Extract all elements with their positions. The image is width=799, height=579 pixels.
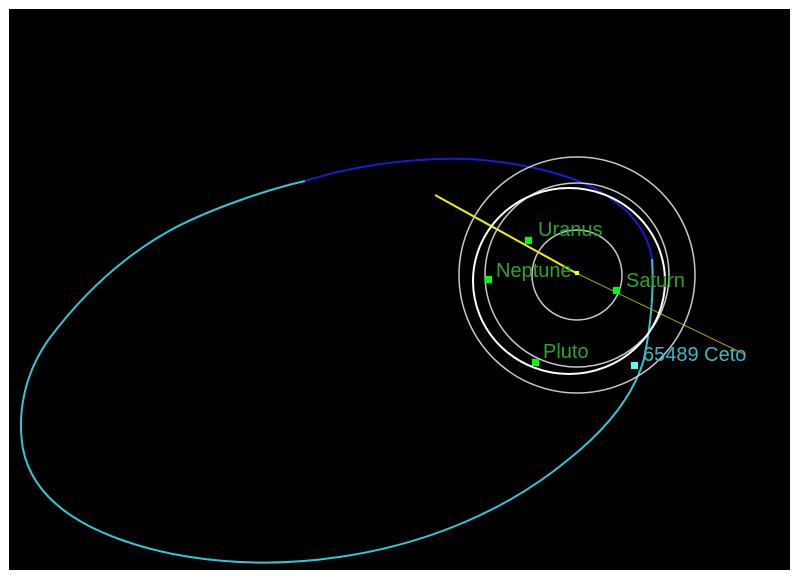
line-of-nodes-near xyxy=(434,194,577,274)
uranus-orbit xyxy=(484,182,670,368)
ceto-label: 65489 Ceto xyxy=(643,344,746,366)
saturn-marker xyxy=(613,287,620,294)
pluto-marker xyxy=(532,359,539,366)
neptune-marker xyxy=(485,276,492,283)
saturn-orbit xyxy=(531,229,623,321)
pluto-orbit xyxy=(472,187,666,375)
ceto-orbit-below-ecliptic xyxy=(20,180,654,564)
saturn-label: Saturn xyxy=(626,270,685,292)
orbit-diagram: Saturn Uranus Neptune Pluto 65489 Ceto xyxy=(9,9,790,570)
ceto-marker xyxy=(631,362,638,369)
pluto-label: Pluto xyxy=(543,341,589,363)
uranus-marker xyxy=(525,237,532,244)
uranus-label: Uranus xyxy=(538,219,602,241)
sun-marker xyxy=(575,271,579,275)
neptune-orbit xyxy=(458,156,696,394)
neptune-label: Neptune xyxy=(496,260,572,282)
